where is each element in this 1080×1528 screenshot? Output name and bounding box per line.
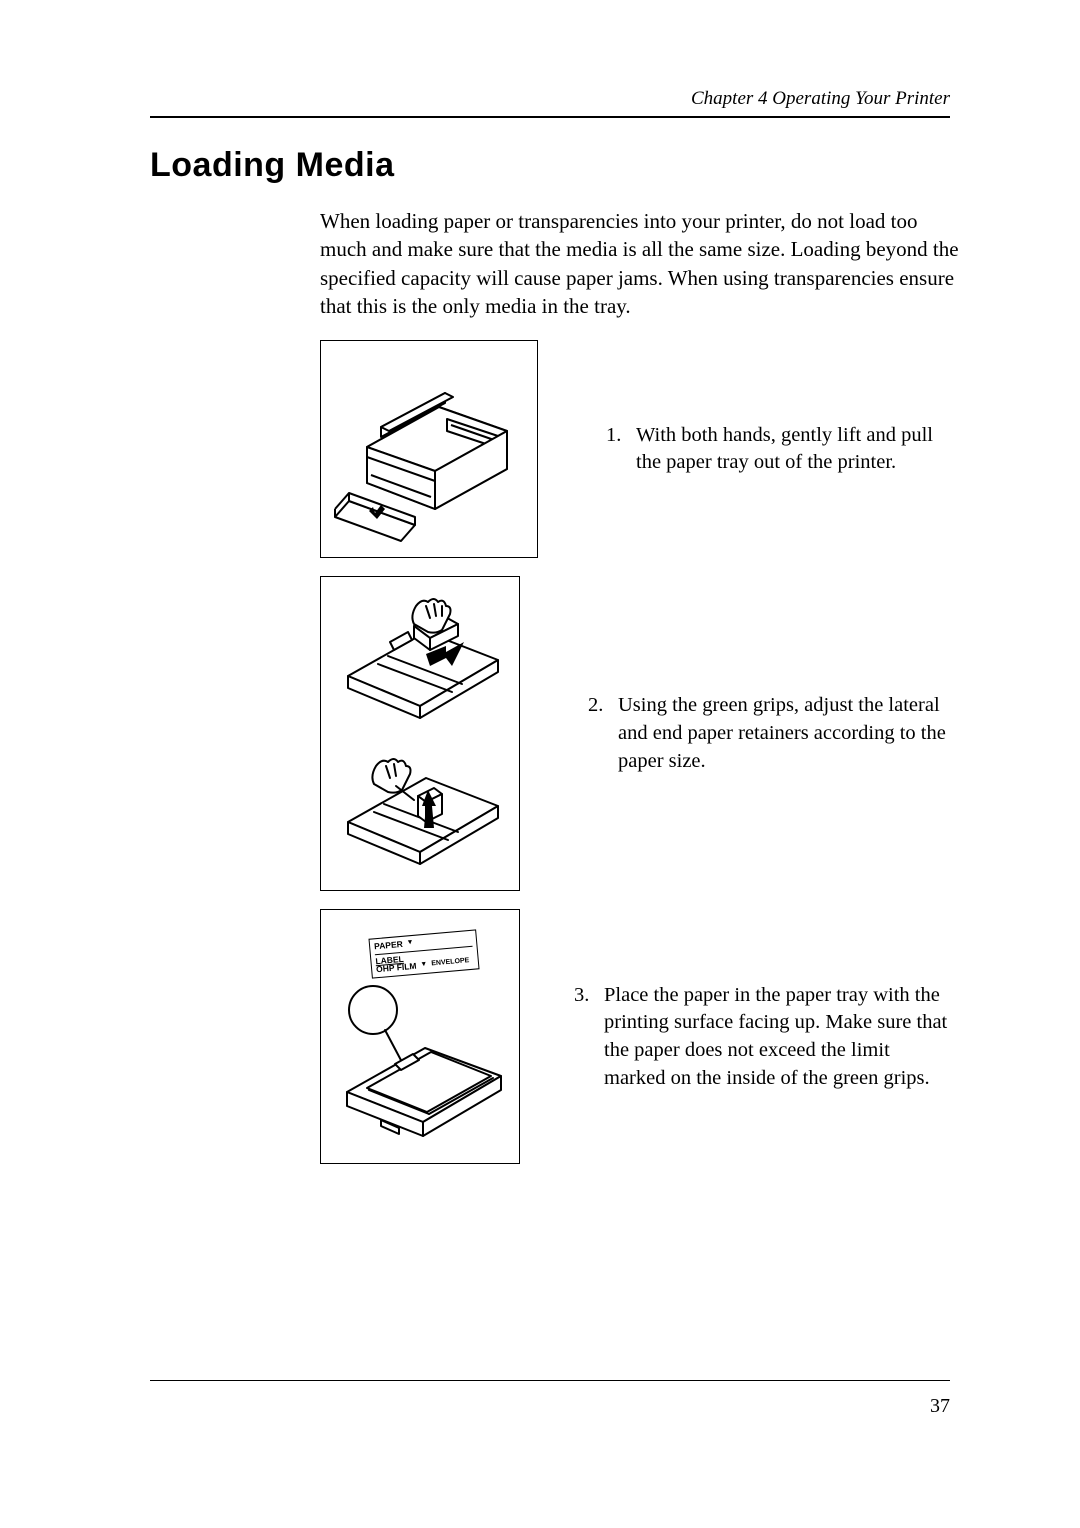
tray-limit-label: PAPER ▼ LABEL OHP FILM ▼ ENVELOPE xyxy=(368,929,479,978)
section-title: Loading Media xyxy=(150,146,950,185)
label-ohp: OHP FILM xyxy=(376,962,417,974)
step-2-body: Using the green grips, adjust the latera… xyxy=(618,692,950,775)
step-3-number: 3. xyxy=(574,982,604,1093)
step-2-number: 2. xyxy=(588,692,618,775)
label-envelope: ENVELOPE xyxy=(431,957,470,969)
step-1-number: 1. xyxy=(606,422,636,477)
figure-2-tray-adjust xyxy=(320,576,520,891)
page-content: Chapter 4 Operating Your Printer Loading… xyxy=(150,88,950,1176)
label-paper: PAPER xyxy=(374,939,403,952)
triangle-icon: ▼ xyxy=(406,939,414,948)
header-rule xyxy=(150,116,950,118)
step-2-text: 2. Using the green grips, adjust the lat… xyxy=(588,692,950,775)
step-2-row: 2. Using the green grips, adjust the lat… xyxy=(320,576,950,891)
triangle-icon: ▼ xyxy=(420,961,428,970)
figure-3-load-paper: PAPER ▼ LABEL OHP FILM ▼ ENVELOPE xyxy=(320,909,520,1164)
figure-1-printer xyxy=(320,340,538,558)
step-3-text: 3. Place the paper in the paper tray wit… xyxy=(574,982,950,1093)
step-1-body: With both hands, gently lift and pull th… xyxy=(636,422,950,477)
page-number: 37 xyxy=(930,1395,950,1418)
intro-paragraph: When loading paper or transparencies int… xyxy=(320,207,960,320)
running-head: Chapter 4 Operating Your Printer xyxy=(150,88,950,110)
step-1-row: 1. With both hands, gently lift and pull… xyxy=(320,340,950,558)
step-3-body: Place the paper in the paper tray with t… xyxy=(604,982,950,1093)
footer-rule xyxy=(150,1380,950,1381)
step-3-row: PAPER ▼ LABEL OHP FILM ▼ ENVELOPE xyxy=(320,909,950,1164)
step-1-text: 1. With both hands, gently lift and pull… xyxy=(606,422,950,477)
